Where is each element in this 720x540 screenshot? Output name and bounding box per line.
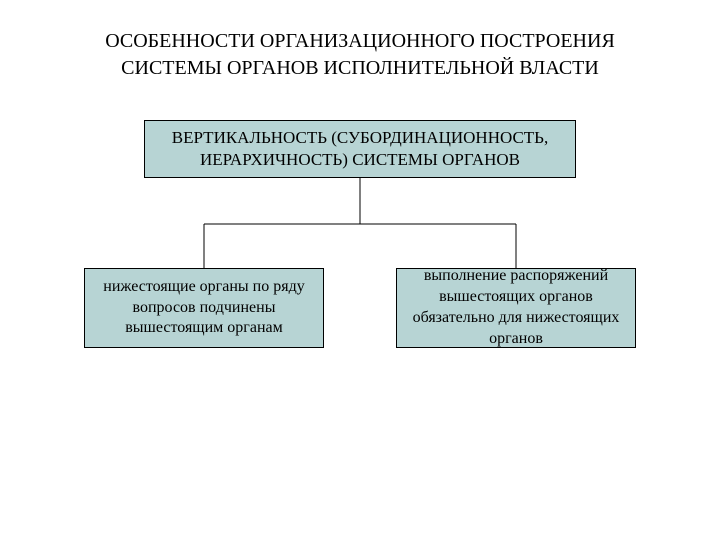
child-node-left: нижестоящие органы по ряду вопросов подч…	[84, 268, 324, 348]
child-left-text: нижестоящие органы по ряду вопросов подч…	[99, 277, 309, 339]
root-node-text: ВЕРТИКАЛЬНОСТЬ (СУБОРДИНАЦИОННОСТЬ, ИЕРА…	[159, 127, 561, 171]
diagram-title: ОСОБЕННОСТИ ОРГАНИЗАЦИОННОГО ПОСТРОЕНИЯ …	[0, 28, 720, 82]
title-line-1: ОСОБЕННОСТИ ОРГАНИЗАЦИОННОГО ПОСТРОЕНИЯ	[105, 30, 615, 52]
title-line-2: СИСТЕМЫ ОРГАНОВ ИСПОЛНИТЕЛЬНОЙ ВЛАСТИ	[121, 57, 599, 79]
root-node: ВЕРТИКАЛЬНОСТЬ (СУБОРДИНАЦИОННОСТЬ, ИЕРА…	[144, 120, 576, 178]
child-right-text: выполнение распоряжений вышестоящих орга…	[411, 266, 621, 349]
child-node-right: выполнение распоряжений вышестоящих орга…	[396, 268, 636, 348]
